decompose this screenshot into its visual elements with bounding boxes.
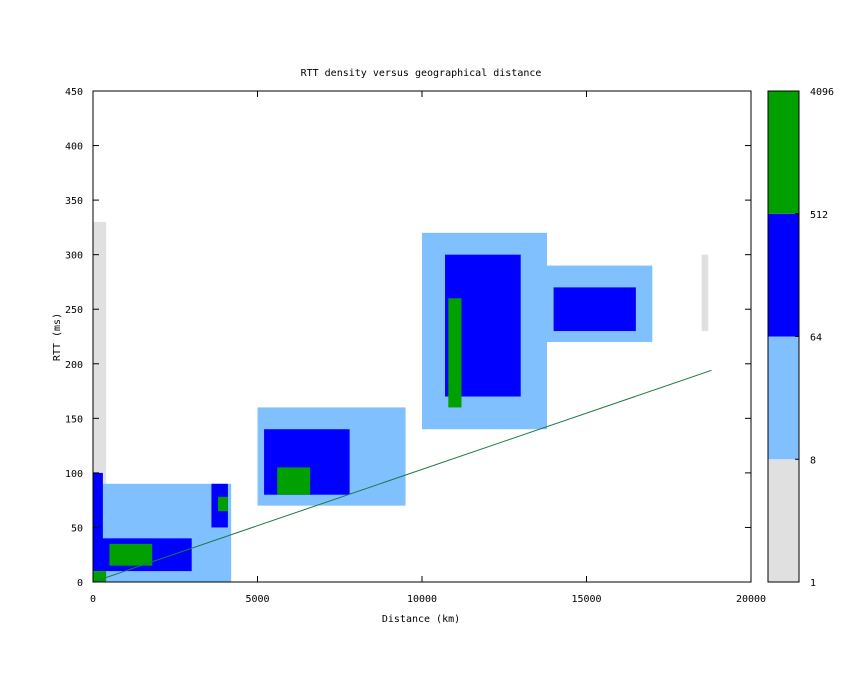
colorbar-segment <box>768 459 799 582</box>
y-tick-label: 400 <box>65 142 83 153</box>
colorbar-label: 8 <box>810 455 816 466</box>
colorbar-label: 512 <box>810 210 828 221</box>
y-axis-title: RTT (ms) <box>52 313 63 361</box>
y-tick-label: 450 <box>65 87 83 98</box>
colorbar-label: 4096 <box>810 87 834 98</box>
density-cell <box>93 571 107 582</box>
y-tick-label: 50 <box>71 523 83 534</box>
y-tick-label: 150 <box>65 414 83 425</box>
y-tick-label: 250 <box>65 305 83 316</box>
x-tick-label: 10000 <box>407 594 437 605</box>
density-cell <box>109 543 153 566</box>
y-tick-label: 300 <box>65 251 83 262</box>
x-axis-title: Distance (km) <box>382 614 460 625</box>
heatmap-cells <box>93 221 709 582</box>
colorbar-segment <box>768 91 799 214</box>
density-cell <box>701 254 709 332</box>
y-axis-ticks: 0 50 100 150 200 250 300 350 400 450 <box>65 87 751 589</box>
density-cell <box>218 496 228 512</box>
density-cell <box>448 298 462 408</box>
chart-title: RTT density versus geographical distance <box>301 68 542 79</box>
density-cell <box>553 287 636 332</box>
y-tick-label: 100 <box>65 469 83 480</box>
y-tick-label: 0 <box>77 578 83 589</box>
density-cell <box>277 467 311 495</box>
x-tick-label: 20000 <box>736 594 766 605</box>
density-cell <box>93 221 107 484</box>
colorbar-label: 64 <box>810 333 822 344</box>
x-tick-label: 5000 <box>245 594 269 605</box>
y-tick-label: 200 <box>65 360 83 371</box>
y-tick-label: 350 <box>65 196 83 207</box>
x-tick-label: 0 <box>90 594 96 605</box>
x-tick-label: 15000 <box>571 594 601 605</box>
density-cell <box>93 472 103 561</box>
color-scale-legend: 1 8 64 512 4096 <box>767 87 834 589</box>
reference-line <box>92 369 712 583</box>
colorbar-label: 1 <box>810 578 816 589</box>
x-axis-ticks: 0 5000 10000 15000 20000 <box>90 91 766 605</box>
colorbar-segment <box>768 213 799 337</box>
colorbar-segment <box>768 336 799 460</box>
